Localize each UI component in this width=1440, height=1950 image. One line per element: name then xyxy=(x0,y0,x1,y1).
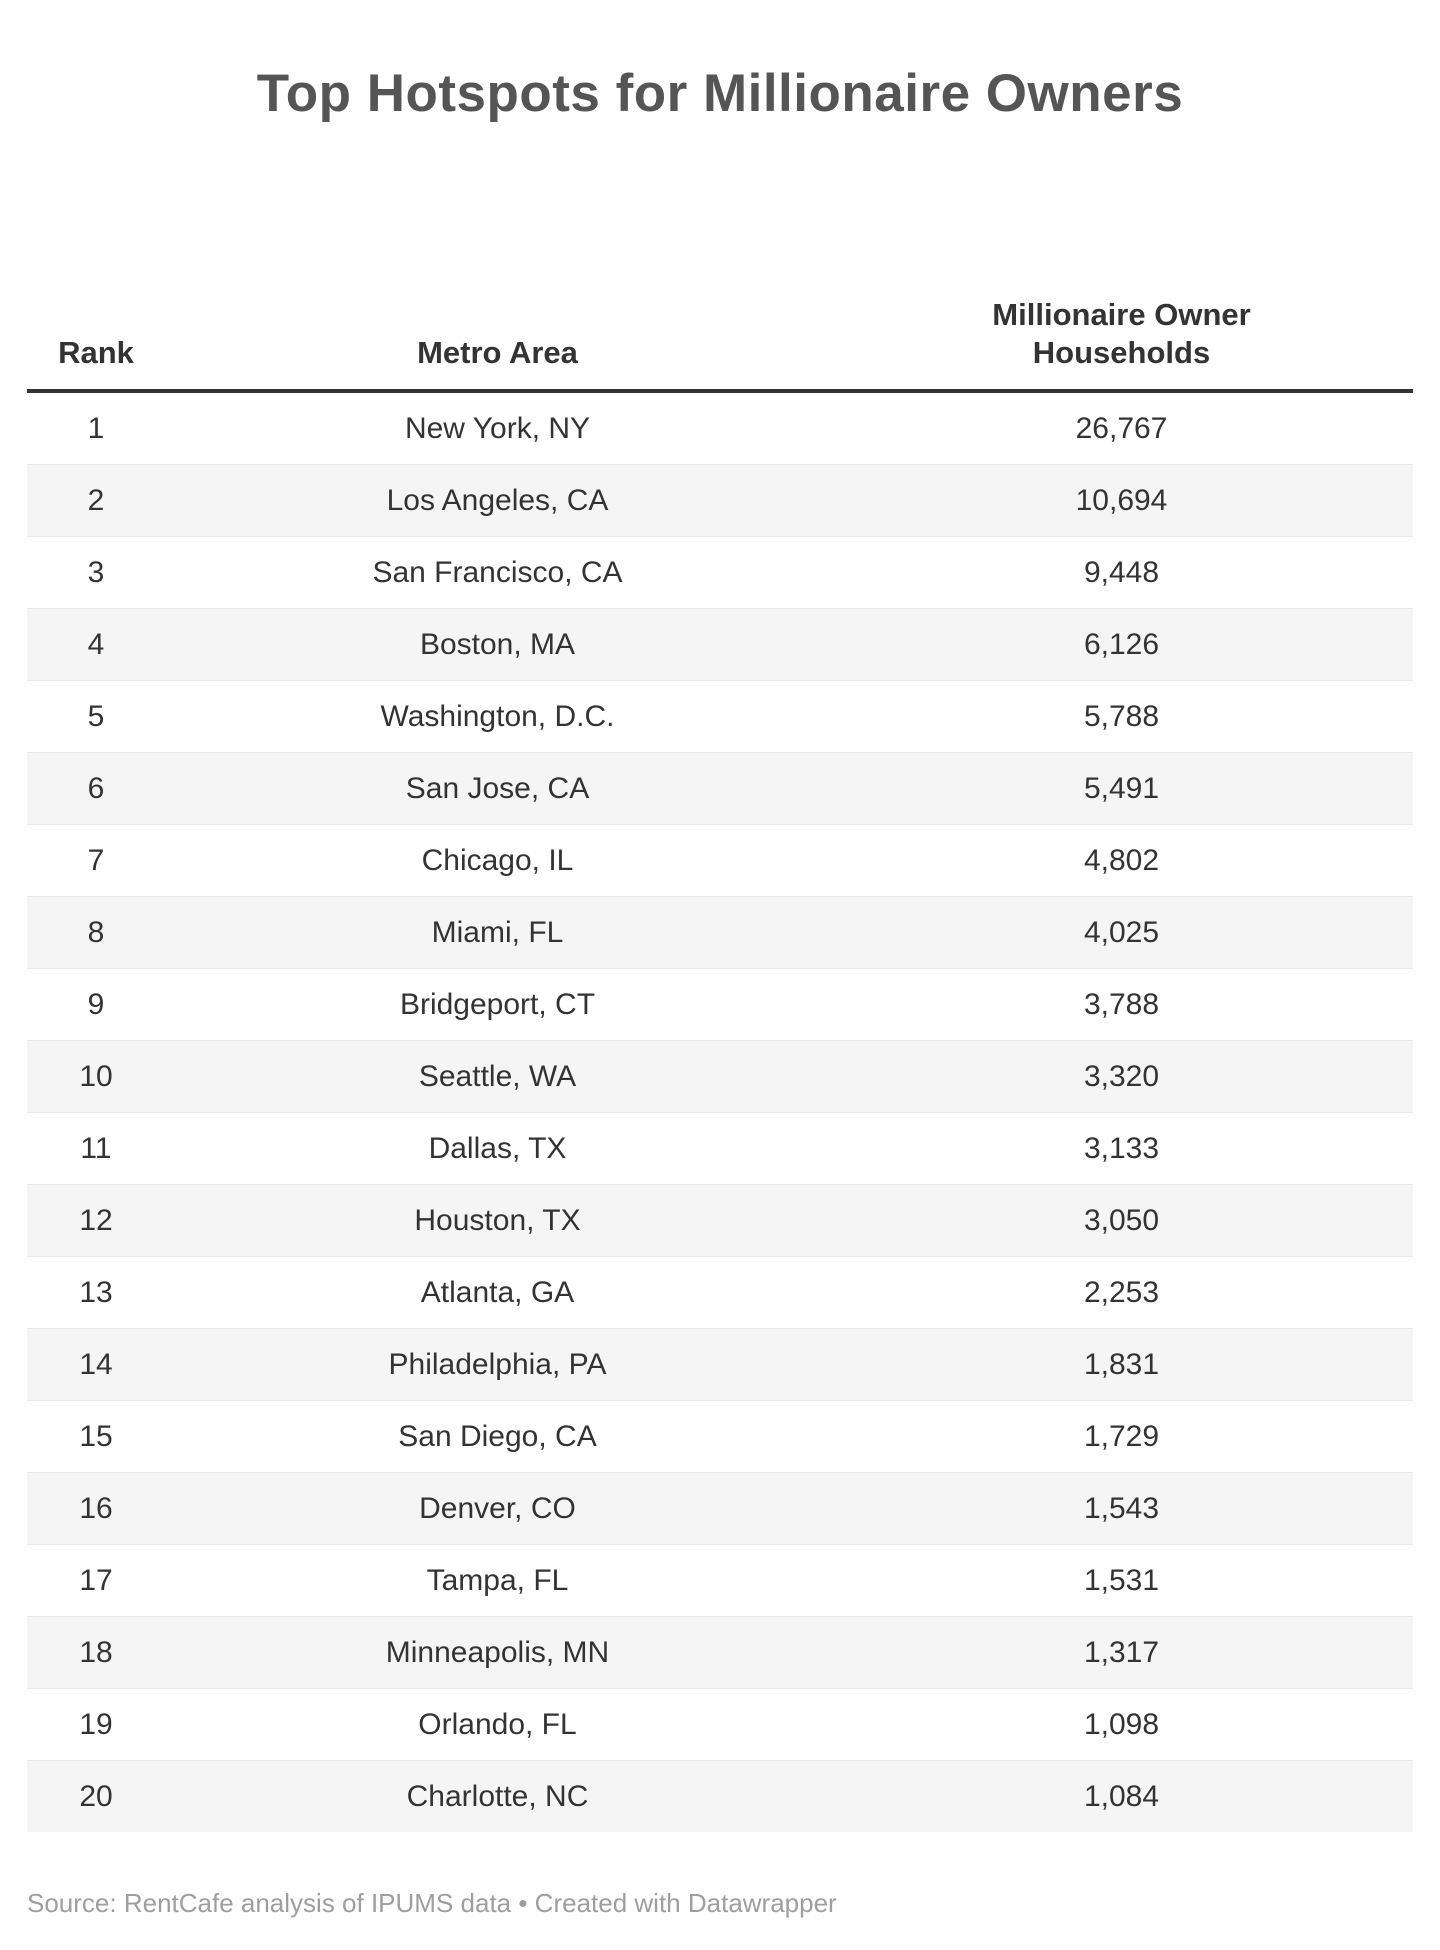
table-header: Rank Metro Area Millionaire Owner Househ… xyxy=(27,270,1413,392)
households-cell: 3,050 xyxy=(1083,1203,1160,1237)
rank-cell: 12 xyxy=(79,1203,113,1237)
table-row: 20 Charlotte, NC 1,084 xyxy=(27,1760,1413,1833)
rank-cell: 17 xyxy=(79,1563,113,1597)
rank-cell: 9 xyxy=(87,987,105,1021)
rank-cell: 15 xyxy=(79,1419,113,1453)
metro-cell: Philadelphia, PA xyxy=(388,1347,607,1381)
households-cell: 1,531 xyxy=(1083,1563,1160,1597)
metro-cell: Seattle, WA xyxy=(418,1059,577,1093)
table-row: 3 San Francisco, CA 9,448 xyxy=(27,536,1413,609)
metro-cell: Los Angeles, CA xyxy=(386,483,609,517)
table-row: 19 Orlando, FL 1,098 xyxy=(27,1688,1413,1761)
households-cell: 2,253 xyxy=(1083,1275,1160,1309)
rank-cell: 3 xyxy=(87,555,105,589)
header-row: Rank Metro Area Millionaire Owner Househ… xyxy=(27,270,1413,392)
rank-cell: 16 xyxy=(79,1491,113,1525)
metro-cell: Denver, CO xyxy=(419,1491,576,1525)
metro-cell: San Jose, CA xyxy=(405,771,590,805)
households-cell: 1,543 xyxy=(1083,1491,1160,1525)
table-row: 4 Boston, MA 6,126 xyxy=(27,608,1413,681)
table-row: 16 Denver, CO 1,543 xyxy=(27,1472,1413,1545)
households-cell: 1,098 xyxy=(1083,1707,1160,1741)
source-note: Source: RentCafe analysis of IPUMS data … xyxy=(27,1888,837,1919)
households-cell: 1,084 xyxy=(1083,1779,1160,1813)
table-row: 17 Tampa, FL 1,531 xyxy=(27,1544,1413,1617)
metro-cell: Minneapolis, MN xyxy=(385,1635,610,1669)
table-row: 8 Miami, FL 4,025 xyxy=(27,896,1413,969)
metro-cell: Orlando, FL xyxy=(418,1707,577,1741)
column-header-households-label: Millionaire Owner Households xyxy=(992,296,1251,371)
rank-cell: 19 xyxy=(79,1707,113,1741)
rank-cell: 6 xyxy=(87,771,105,805)
households-cell: 3,320 xyxy=(1083,1059,1160,1093)
table-row: 13 Atlanta, GA 2,253 xyxy=(27,1256,1413,1329)
table-row: 15 San Diego, CA 1,729 xyxy=(27,1400,1413,1473)
metro-cell: New York, NY xyxy=(404,411,591,445)
metro-cell: Miami, FL xyxy=(431,915,564,949)
table-row: 7 Chicago, IL 4,802 xyxy=(27,824,1413,897)
table-row: 5 Washington, D.C. 5,788 xyxy=(27,680,1413,753)
table-row: 9 Bridgeport, CT 3,788 xyxy=(27,968,1413,1041)
metro-cell: Washington, D.C. xyxy=(380,699,615,733)
column-header-households: Millionaire Owner Households xyxy=(830,270,1413,392)
table-row: 11 Dallas, TX 3,133 xyxy=(27,1112,1413,1185)
table-row: 1 New York, NY 26,767 xyxy=(27,391,1413,465)
metro-cell: San Diego, CA xyxy=(398,1419,597,1453)
table-row: 2 Los Angeles, CA 10,694 xyxy=(27,464,1413,537)
table-row: 6 San Jose, CA 5,491 xyxy=(27,752,1413,825)
households-cell: 1,831 xyxy=(1083,1347,1160,1381)
households-cell: 1,729 xyxy=(1083,1419,1160,1453)
millionaire-owners-table: Rank Metro Area Millionaire Owner Househ… xyxy=(27,270,1413,1833)
households-cell: 1,317 xyxy=(1083,1635,1160,1669)
households-cell: 3,133 xyxy=(1083,1131,1160,1165)
rank-cell: 5 xyxy=(87,699,105,733)
metro-cell: Houston, TX xyxy=(414,1203,581,1237)
rank-cell: 14 xyxy=(79,1347,113,1381)
rank-cell: 11 xyxy=(80,1131,112,1165)
table-row: 18 Minneapolis, MN 1,317 xyxy=(27,1616,1413,1689)
metro-cell: Dallas, TX xyxy=(428,1131,567,1165)
rank-cell: 2 xyxy=(87,483,105,517)
table-body: 1 New York, NY 26,767 2 Los Angeles, CA … xyxy=(27,391,1413,1833)
table-row: 14 Philadelphia, PA 1,831 xyxy=(27,1328,1413,1401)
metro-cell: Charlotte, NC xyxy=(406,1779,589,1813)
rank-cell: 1 xyxy=(87,411,105,445)
metro-cell: Chicago, IL xyxy=(421,843,574,877)
rank-cell: 10 xyxy=(79,1059,113,1093)
households-cell: 4,025 xyxy=(1083,915,1160,949)
households-cell: 10,694 xyxy=(1075,483,1168,517)
metro-cell: San Francisco, CA xyxy=(372,555,623,589)
households-cell: 5,491 xyxy=(1083,771,1160,805)
households-cell: 9,448 xyxy=(1083,555,1160,589)
chart-title: Top Hotspots for Millionaire Owners xyxy=(256,64,1184,123)
table-row: 12 Houston, TX 3,050 xyxy=(27,1184,1413,1257)
households-cell: 5,788 xyxy=(1083,699,1160,733)
table-row: 10 Seattle, WA 3,320 xyxy=(27,1040,1413,1113)
households-cell: 6,126 xyxy=(1083,627,1160,661)
households-cell: 4,802 xyxy=(1083,843,1160,877)
rank-cell: 8 xyxy=(87,915,105,949)
column-header-metro: Metro Area xyxy=(417,335,578,371)
rank-cell: 7 xyxy=(87,843,105,877)
households-cell: 26,767 xyxy=(1075,411,1168,445)
metro-cell: Atlanta, GA xyxy=(420,1275,575,1309)
households-cell: 3,788 xyxy=(1083,987,1160,1021)
rank-cell: 4 xyxy=(87,627,105,661)
metro-cell: Bridgeport, CT xyxy=(399,987,596,1021)
column-header-rank: Rank xyxy=(58,335,134,371)
metro-cell: Boston, MA xyxy=(419,627,576,661)
metro-cell: Tampa, FL xyxy=(426,1563,569,1597)
rank-cell: 13 xyxy=(79,1275,113,1309)
rank-cell: 18 xyxy=(79,1635,113,1669)
rank-cell: 20 xyxy=(79,1779,113,1813)
